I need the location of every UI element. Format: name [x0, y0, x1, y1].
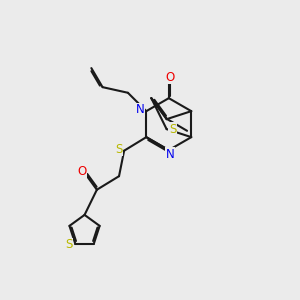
Text: S: S	[65, 238, 73, 251]
Text: O: O	[166, 70, 175, 84]
Text: N: N	[166, 148, 175, 161]
Text: S: S	[115, 143, 122, 156]
Text: O: O	[77, 165, 86, 178]
Text: N: N	[136, 103, 145, 116]
Text: S: S	[169, 123, 176, 136]
